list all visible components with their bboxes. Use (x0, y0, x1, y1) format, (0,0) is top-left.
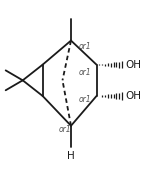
Text: or1: or1 (79, 95, 91, 104)
Text: or1: or1 (59, 125, 72, 134)
Text: or1: or1 (79, 68, 91, 77)
Text: H: H (67, 151, 75, 161)
Text: or1: or1 (79, 42, 91, 51)
Text: OH: OH (126, 91, 142, 101)
Text: OH: OH (126, 60, 142, 70)
